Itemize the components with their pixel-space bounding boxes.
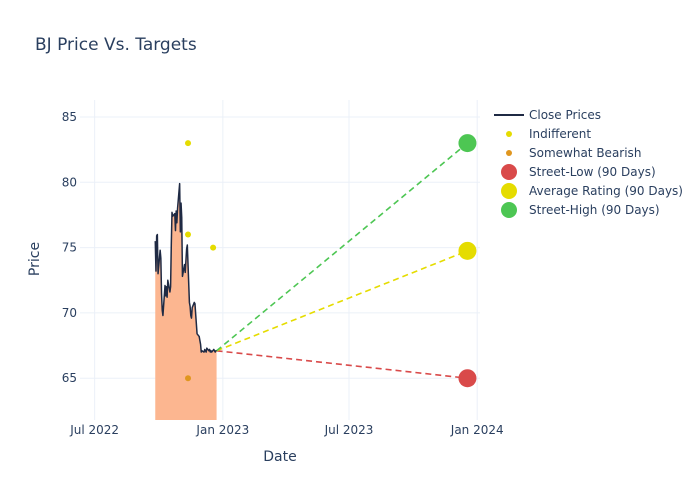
somewhat-bearish-point (185, 375, 192, 382)
x-tick-label: Jul 2023 (324, 423, 374, 437)
average-rating-point (458, 241, 477, 260)
legend-dot-swatch (501, 164, 517, 180)
chart-title: BJ Price Vs. Targets (35, 35, 197, 55)
street-high-point (458, 134, 477, 153)
legend-dot-swatch (506, 131, 512, 137)
legend-label: Average Rating (90 Days) (529, 184, 683, 198)
indifferent-point (185, 231, 192, 238)
legend-item[interactable]: Indifferent (506, 127, 591, 141)
legend-item[interactable]: Average Rating (90 Days) (501, 183, 683, 199)
grid-lines (80, 100, 480, 420)
x-tick-label: Jul 2022 (69, 423, 119, 437)
legend-dot-swatch (506, 150, 512, 156)
legend-label: Street-Low (90 Days) (529, 165, 656, 179)
indifferent-point (185, 140, 192, 147)
legend-item[interactable]: Street-High (90 Days) (501, 202, 660, 218)
legend-item[interactable]: Street-Low (90 Days) (501, 164, 656, 180)
legend-label: Close Prices (529, 108, 601, 122)
data-series (154, 134, 477, 388)
street-low-point (458, 369, 477, 388)
x-tick-label: Jan 2023 (195, 423, 249, 437)
legend[interactable]: Close Prices Indifferent Somewhat Bearish S… (494, 108, 683, 218)
legend-item[interactable]: Close Prices (494, 108, 601, 122)
legend-label: Indifferent (529, 127, 591, 141)
indifferent-point (210, 244, 217, 251)
y-tick-label: 85 (62, 110, 77, 124)
close-price-area (155, 183, 217, 420)
legend-dot-swatch (501, 202, 517, 218)
y-tick-label: 75 (62, 241, 77, 255)
close-price-fill (155, 183, 217, 420)
y-tick-label: 80 (62, 175, 77, 189)
y-tick-label: 65 (62, 371, 77, 385)
x-tick-label: Jan 2024 (450, 423, 504, 437)
legend-item[interactable]: Somewhat Bearish (506, 146, 641, 160)
projection-line (216, 349, 468, 379)
legend-dot-swatch (501, 183, 517, 199)
projection-line (216, 142, 468, 352)
x-axis-title: Date (263, 449, 296, 465)
legend-label: Somewhat Bearish (529, 146, 641, 160)
y-axis-ticks: 65 70 75 80 85 (62, 110, 77, 385)
projection-lines (216, 142, 468, 379)
x-axis-ticks: Jul 2022 Jan 2023 Jul 2023 Jan 2024 (69, 423, 503, 437)
close-price-line (154, 182, 217, 353)
y-axis-title: Price (27, 242, 43, 276)
legend-label: Street-High (90 Days) (529, 203, 660, 217)
y-tick-label: 70 (62, 306, 77, 320)
projection-line (216, 250, 468, 352)
